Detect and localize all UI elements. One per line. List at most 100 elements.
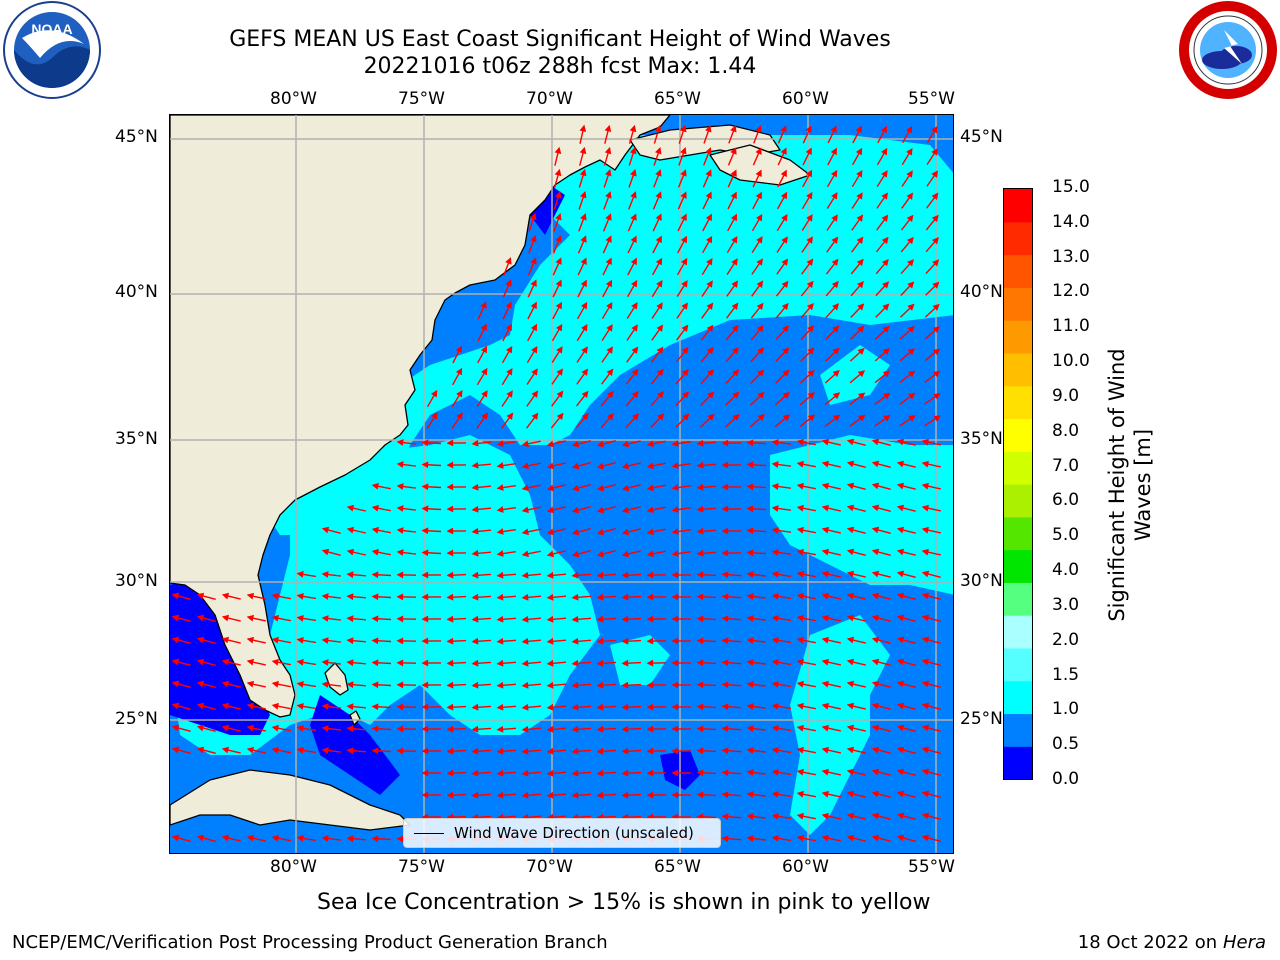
lon-tick-bottom: 80°W: [270, 857, 317, 877]
wave-arrow-head: [629, 146, 637, 155]
wave-arrow-head: [505, 279, 512, 287]
wave-arrow-head: [556, 368, 563, 376]
wave-arrow-head: [346, 637, 354, 645]
wave-arrow-head: [730, 147, 737, 155]
wave-arrow-head: [480, 323, 487, 332]
wave-arrow-head: [421, 791, 429, 799]
wave-arrow-head: [480, 345, 488, 354]
wave-arrow-head: [546, 725, 554, 733]
wave-arrow-head: [596, 769, 604, 777]
wave-arrow-head: [881, 259, 889, 267]
wave-arrow-head: [596, 462, 605, 470]
wave-arrow-head: [908, 415, 916, 422]
wave-arrow-head: [771, 527, 779, 534]
wave-arrow-head: [671, 769, 679, 777]
wave-arrow-head: [696, 769, 704, 777]
wave-arrow-head: [931, 237, 939, 245]
wave-arrow-head: [680, 191, 687, 199]
wave-arrow-head: [696, 747, 704, 755]
wave-arrow-head: [755, 213, 763, 222]
wave-arrow-head: [580, 257, 587, 266]
wave-arrow-head: [881, 192, 888, 200]
wave-arrow-head: [806, 214, 813, 222]
wave-arrow-head: [396, 483, 404, 490]
wave-arrow-head: [806, 236, 813, 244]
wave-arrow-head: [654, 124, 662, 133]
wave-arrow-head: [655, 213, 662, 221]
legend-line-swatch: [414, 832, 444, 834]
wave-arrow-head: [455, 345, 462, 354]
wave-arrow-head: [921, 746, 930, 754]
wave-arrow-head: [921, 636, 930, 644]
wave-arrow-head: [196, 702, 205, 710]
colorbar-tick-label: 1.0: [1052, 699, 1080, 720]
wave-arrow-head: [496, 615, 504, 623]
wave-arrow-head: [346, 593, 354, 601]
wave-arrow-head: [671, 593, 679, 601]
wave-arrow-head: [471, 659, 479, 667]
wave-arrow-head: [546, 791, 554, 799]
wave-arrow-head: [321, 526, 330, 534]
wave-arrow-head: [721, 439, 729, 447]
wave-arrow-head: [556, 346, 563, 354]
wave-arrow-head: [696, 439, 704, 447]
wave-arrow-head: [396, 505, 404, 512]
wave-arrow-head: [655, 257, 663, 266]
wave-arrow-head: [780, 191, 788, 200]
wave-arrow-head: [680, 169, 687, 177]
wave-arrow-head: [806, 303, 814, 311]
wave-arrow-head: [846, 702, 855, 710]
wave-arrow-head: [481, 390, 488, 398]
wave-arrow-head: [846, 614, 855, 622]
wave-arrow-head: [346, 659, 354, 667]
wave-arrow-head: [605, 235, 612, 243]
wave-arrow-head: [796, 636, 804, 644]
wave-arrow-head: [571, 440, 580, 448]
wave-arrow-head: [605, 191, 612, 199]
wave-arrow-head: [696, 615, 704, 623]
wave-arrow-head: [346, 504, 355, 512]
wave-arrow-head: [721, 835, 729, 843]
wave-arrow-head: [871, 482, 880, 490]
wave-arrow-head: [496, 506, 504, 513]
wave-arrow-head: [680, 257, 688, 266]
wave-arrow-head: [496, 462, 504, 469]
wave-arrow-head: [696, 549, 704, 557]
wave-arrow-head: [871, 768, 880, 776]
wave-arrow-head: [421, 505, 429, 513]
lon-tick-top: 75°W: [398, 89, 445, 109]
wave-arrow-head: [921, 526, 929, 534]
wave-arrow-head: [296, 746, 304, 754]
wave-arrow-head: [755, 191, 762, 200]
wave-arrow-head: [696, 659, 704, 667]
wave-arrow-head: [221, 658, 230, 666]
wave-arrow-head: [480, 301, 487, 309]
wave-arrow-head: [581, 346, 588, 354]
wave-arrow-head: [721, 791, 729, 799]
wave-arrow-head: [531, 345, 538, 354]
wave-arrow-head: [271, 724, 279, 732]
wave-arrow-head: [671, 659, 679, 667]
wave-arrow-head: [581, 323, 588, 332]
wave-arrow-head: [731, 258, 738, 266]
wave-arrow-head: [271, 636, 279, 644]
run-date-text: 18 Oct 2022 on: [1077, 932, 1223, 953]
wave-arrow-head: [396, 747, 404, 755]
wave-arrow-head: [546, 703, 554, 711]
wave-arrow-head: [746, 505, 754, 513]
colorbar-swatch: [1004, 516, 1032, 551]
wave-arrow-head: [646, 506, 654, 514]
wave-arrow-head: [605, 257, 612, 266]
wave-arrow-head: [731, 235, 738, 244]
wave-arrow-head: [571, 703, 579, 711]
wave-arrow-head: [555, 301, 562, 310]
wave-arrow-head: [871, 460, 880, 468]
wave-arrow-head: [746, 703, 754, 710]
wave-arrow-head: [546, 550, 555, 558]
colorbar-swatch: [1004, 254, 1032, 288]
wave-arrow-head: [555, 257, 562, 265]
wave-arrow-head: [905, 125, 913, 134]
wave-arrow-head: [656, 324, 664, 332]
wave-arrow-head: [721, 747, 729, 755]
wave-arrow-head: [906, 192, 914, 200]
